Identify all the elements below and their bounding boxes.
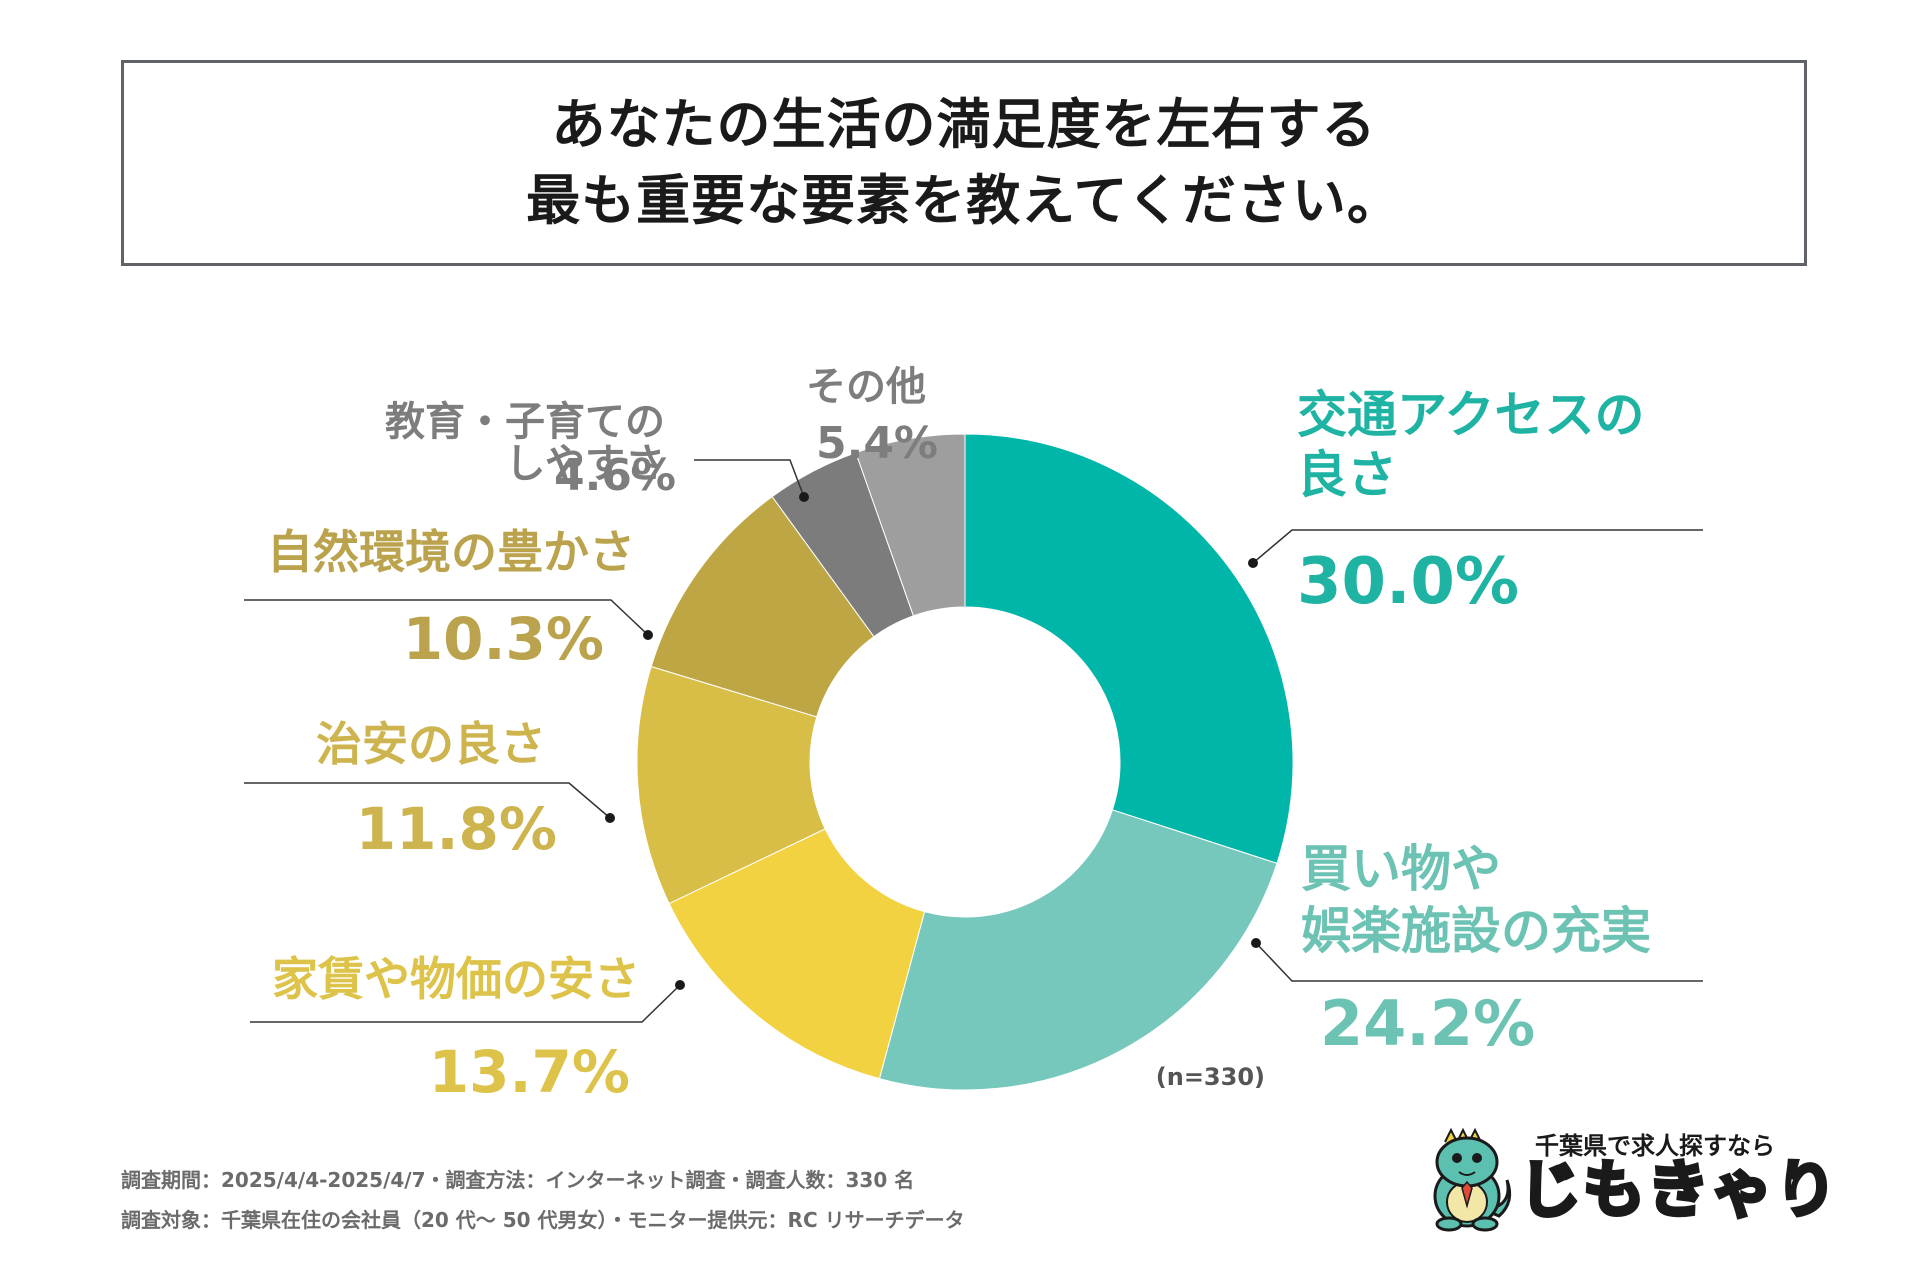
title-line-2: 最も重要な要素を教えてください。 [526,169,1402,232]
slice-value-2: 24.2% [1320,987,1535,1060]
title-line-1: あなたの生活の満足度を左右する [551,93,1377,156]
slice-label-2-line-2: 娯楽施設の充実 [1301,902,1651,960]
slice-label-7-line-1: その他 [806,364,926,410]
leader-line-2 [1255,942,1703,982]
leader-dot-2 [1251,938,1261,948]
slice-value-7: 5.4% [816,418,938,469]
slice-label-6-line-2: しやすさ [505,441,665,487]
jimokyari-logo: 千葉県で求人探すなら じもきゃり [1415,1122,1839,1232]
slice-label-4-line-1: 治安の良さ [316,717,546,771]
pie-slice-7 [855,433,966,617]
leader-line-5 [244,599,649,636]
survey-target-note: 調査対象：千葉県在住の会社員（20 代〜 50 代男女）・モニター提供元：RC … [121,1208,965,1232]
leader-line-6 [694,459,805,498]
slice-label-2-line-1: 買い物や [1301,840,1501,898]
sample-size-note: (n=330) [1156,1063,1265,1091]
leader-dot-1 [1248,558,1258,568]
logo-name: じもきゃり [1517,1152,1840,1228]
mascot-icon [1433,1127,1512,1232]
title-box: あなたの生活の満足度を左右する 最も重要な要素を教えてください。 [121,60,1807,266]
pie-slice-2 [878,809,1278,1091]
leader-dot-4 [605,813,615,823]
leader-dot-6 [799,492,809,502]
slice-label-1-line-1: 交通アクセスの [1297,386,1645,444]
slice-label-6-line-1: 教育・子育ての [385,399,665,445]
slice-value-6: 4.6% [554,450,676,501]
leader-line-3 [250,984,681,1023]
logo-tagline: 千葉県で求人探すなら [1535,1132,1775,1160]
leader-line-4 [244,782,611,819]
survey-period-note: 調査期間：2025/4/4-2025/4/7・調査方法：インターネット調査・調査… [121,1168,915,1192]
slice-label-5-line-1: 自然環境の豊かさ [267,525,635,579]
leader-line-1 [1252,529,1703,564]
pie-slice-3 [668,828,926,1080]
leader-dot-5 [643,630,653,640]
leader-dot-3 [675,980,685,990]
slice-label-1-line-2: 良さ [1297,446,1397,504]
slice-value-1: 30.0% [1297,545,1519,619]
pie-slice-1 [964,433,1294,864]
pie-slice-4 [636,665,826,905]
slice-value-5: 10.3% [403,605,604,673]
pie-slice-5 [650,495,875,718]
slice-value-4: 11.8% [356,795,557,863]
slice-value-3: 13.7% [429,1038,630,1106]
slice-label-3-line-1: 家賃や物価の安さ [272,952,640,1006]
